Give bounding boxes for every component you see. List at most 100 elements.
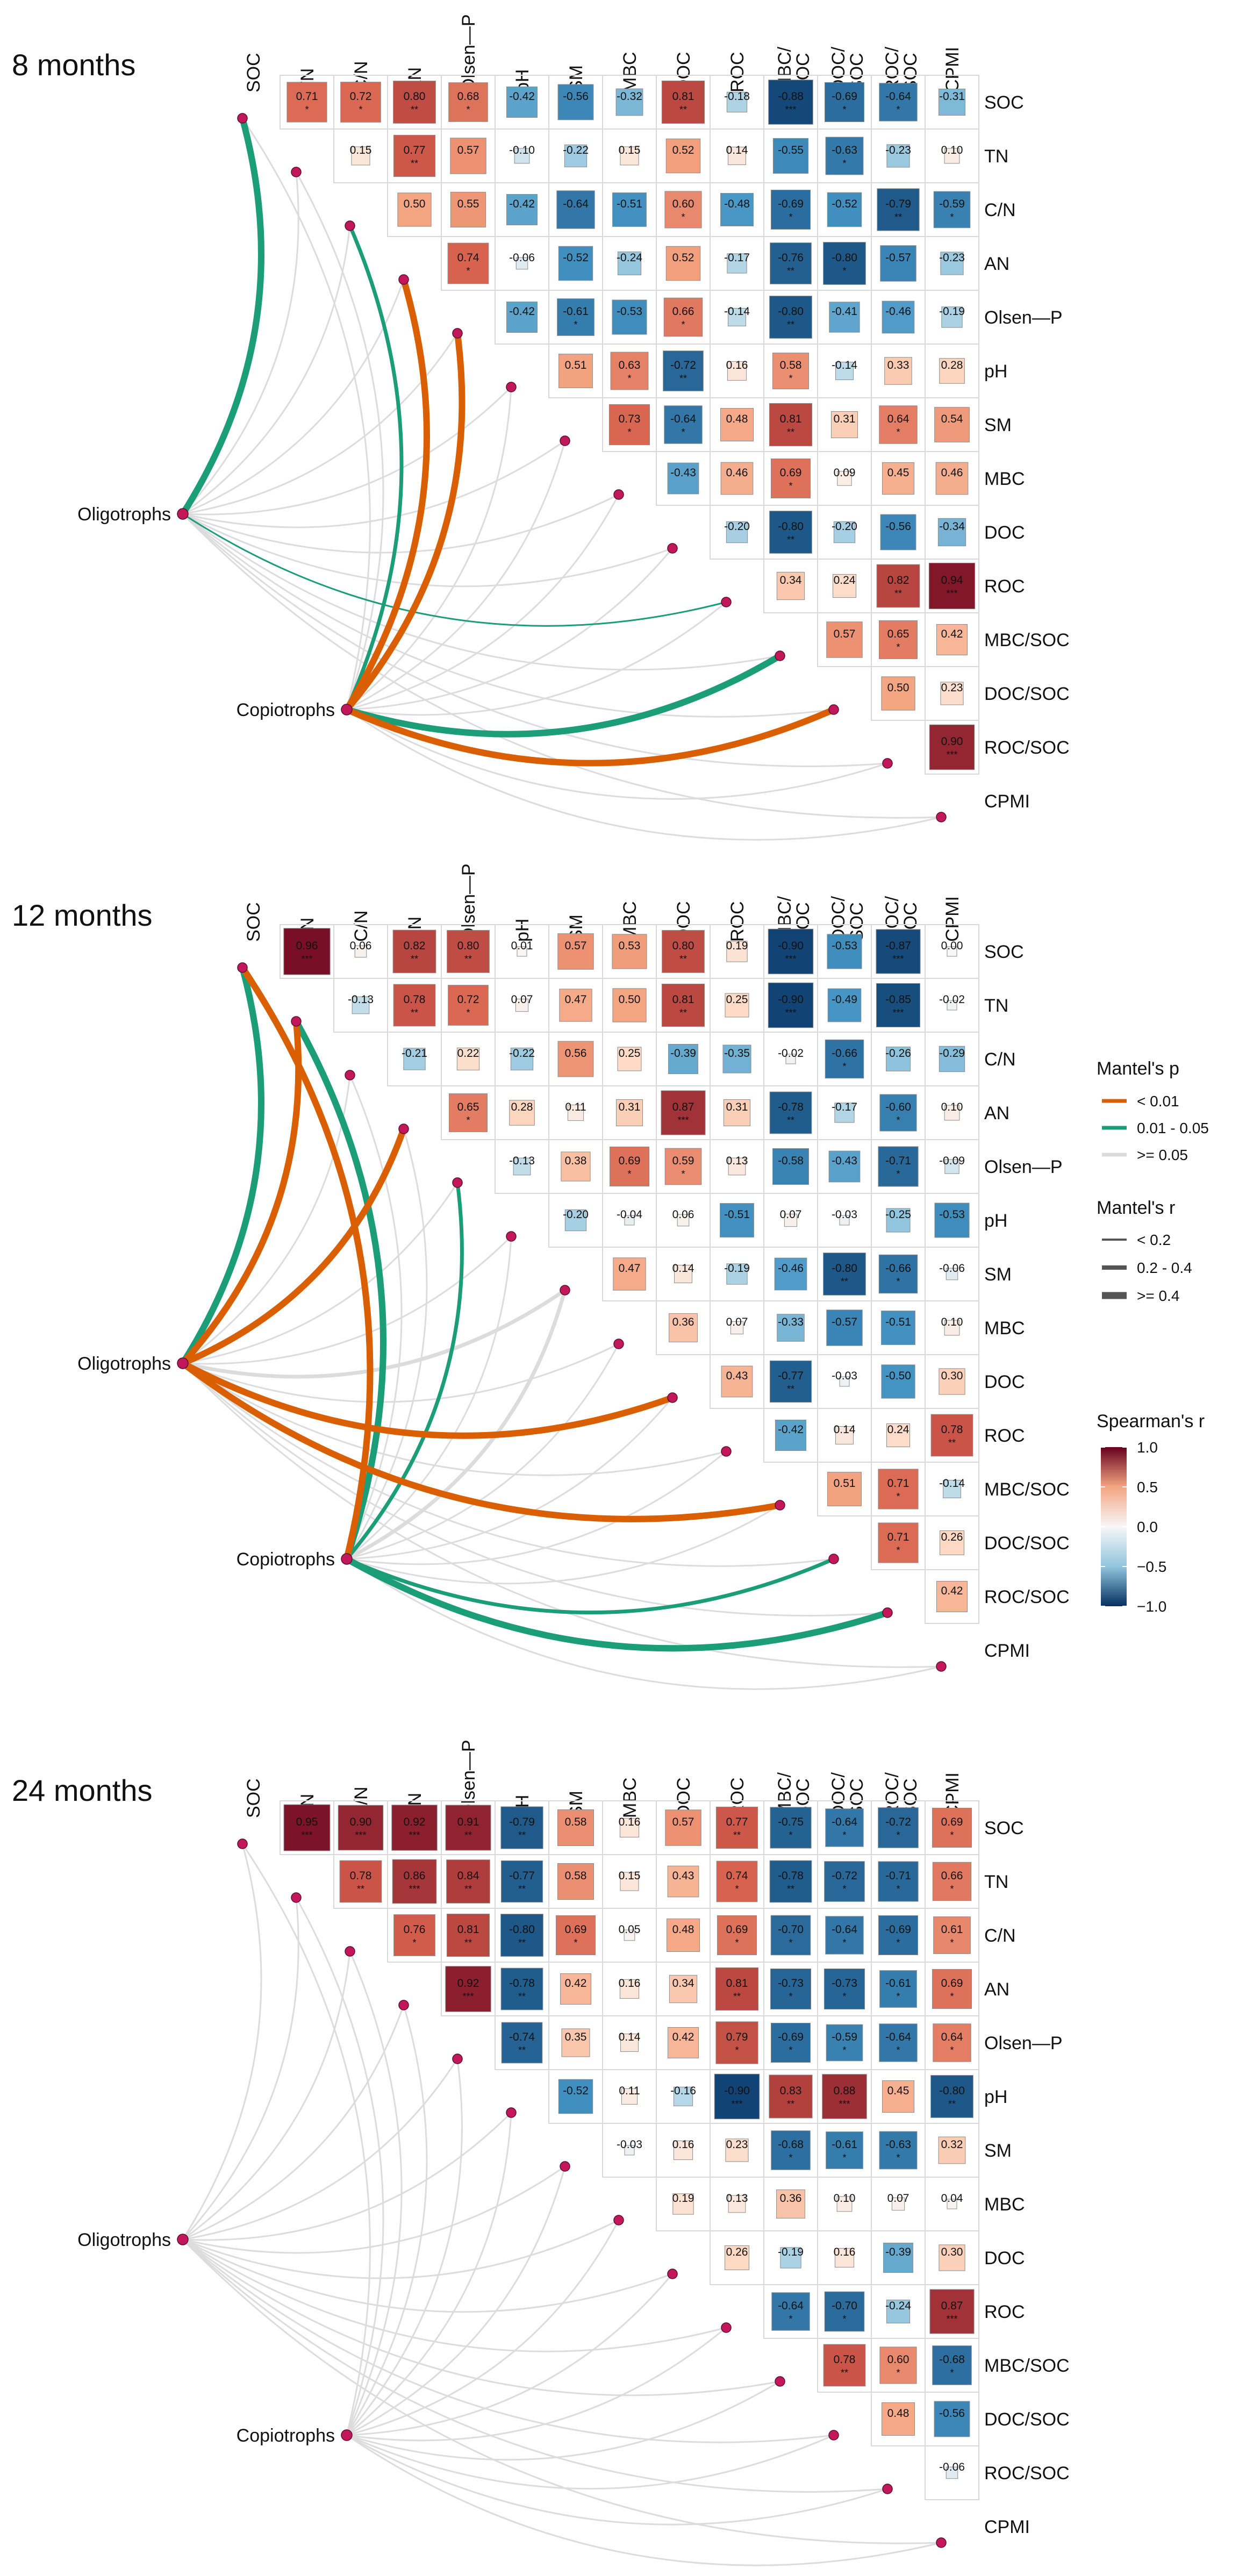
heatmap-cell [876,983,921,1028]
heatmap-value: 0.00 [941,940,963,952]
variable-node [936,1661,947,1672]
heatmap-value: 0.13 [726,1155,748,1167]
heatmap-value: 0.78 [834,2353,856,2366]
heatmap-cell [932,1862,972,1901]
heatmap-value: -0.72 [885,1816,911,1828]
heatmap-value: 0.81 [457,1923,479,1936]
heatmap-cell [934,1203,970,1238]
heatmap-cell [664,405,703,444]
heatmap-cell [768,928,814,975]
heatmap-cell [930,1414,973,1457]
mantel-link [346,601,727,716]
heatmap-value: 0.90 [350,1816,372,1828]
heatmap-value: 0.48 [887,2407,909,2420]
heatmap-cell [769,1091,812,1134]
heatmap-value: 0.57 [834,628,856,640]
mantel-nodes [177,113,947,822]
heatmap-value: -0.43 [832,1155,857,1167]
heatmap-cell [726,1263,748,1285]
heatmap-value: -0.42 [509,90,535,103]
heatmap-value: 0.32 [941,2138,963,2151]
row-label: SM [984,2141,1012,2161]
heatmap-cell [557,933,594,970]
heatmap-value: 0.74 [726,1870,748,1882]
heatmap-significance: ** [411,954,418,964]
mantel-link [346,1950,403,2436]
variable-node [667,2269,678,2279]
heatmap-value: -0.56 [563,90,589,103]
heatmap-value: 0.60 [672,198,694,210]
panel-title: 24 months [12,1773,153,1807]
heatmap-value: 0.72 [350,90,372,103]
heatmap-cell [886,1423,911,1448]
heatmap-cell [879,405,918,444]
heatmap-value: -0.14 [832,359,857,371]
heatmap-value: -0.02 [778,1047,804,1060]
heatmap-value: 0.25 [726,993,748,1006]
heatmap-cell [774,1257,807,1291]
heatmap-value: -0.64 [670,413,696,425]
heatmap-cell [715,1806,758,1849]
heatmap-significance: ** [894,212,902,223]
column-label: ROC [727,901,748,942]
heatmap-value: -0.29 [939,1047,965,1060]
heatmap-cell [824,1861,865,1902]
mantel-link [182,2219,620,2279]
column-label: C/N [351,910,371,942]
heatmap-value: 0.77 [404,144,426,156]
heatmap-significance: * [574,1937,577,1948]
heatmap-value: 0.81 [672,90,694,103]
mantel-links [182,1843,942,2566]
heatmap-cell [878,1807,919,1848]
heatmap-cell [667,2027,699,2059]
oligotrophs-label: Oligotrophs [77,2230,171,2250]
heatmap-cell [825,1039,864,1079]
legend: Mantel's p < 0.01 0.01 - 0.05 >= 0.05 Ma… [1097,1058,1209,1615]
heatmap-significance: * [950,2045,954,2056]
heatmap-significance: * [681,1169,685,1179]
heatmap-value: 0.14 [672,1262,694,1275]
heatmap-value: 0.31 [619,1101,641,1113]
heatmap-cell [609,1146,650,1187]
heatmap-value: 0.87 [672,1101,694,1113]
heatmap-cell [934,2401,970,2437]
heatmap-significance: *** [301,1830,312,1841]
heatmap-value: 0.01 [511,940,533,952]
heatmap-cell [500,1860,543,1903]
heatmap-significance: * [896,2152,900,2163]
heatmap-cell [728,147,746,165]
heatmap-value: 0.31 [726,1101,748,1113]
heatmap-value: 0.77 [726,1816,748,1828]
heatmap-cell [880,514,916,550]
mantel-link [241,117,371,711]
heatmap-value: -0.50 [885,1370,911,1382]
heatmap-value: 0.06 [672,1208,694,1221]
heatmap-value: 0.47 [619,1262,641,1275]
heatmap-value: 0.48 [726,413,748,425]
heatmap-cell [612,299,647,335]
heatmap-significance: * [627,1169,631,1179]
heatmap-value: 0.83 [780,2085,802,2097]
heatmap-value: -0.14 [724,305,750,318]
heatmap-value: -0.17 [832,1101,857,1113]
heatmap-value: 0.57 [565,940,587,952]
mantel-link [182,1362,835,1567]
heatmap-value: 0.58 [780,359,802,371]
heatmap-significance: ** [679,373,687,384]
heatmap-cell [777,1314,805,1342]
heatmap-cell [834,1103,855,1123]
heatmap-cell [716,1861,758,1902]
row-label: DOC/SOC [984,684,1070,704]
heatmap-cell [824,82,865,123]
mantel-link [180,115,264,517]
variable-node [613,1339,624,1349]
heatmap-cell [933,191,971,228]
heatmap-cell [557,84,594,120]
heatmap-value: 0.42 [941,1585,963,1597]
heatmap-cell [878,1522,919,1563]
heatmap-cell [610,352,649,390]
heatmap-significance: * [789,1991,792,2002]
legend-mantel-p-label: >= 0.05 [1137,1147,1188,1163]
heatmap-cell [880,245,916,282]
heatmap-significance: *** [409,1830,420,1841]
